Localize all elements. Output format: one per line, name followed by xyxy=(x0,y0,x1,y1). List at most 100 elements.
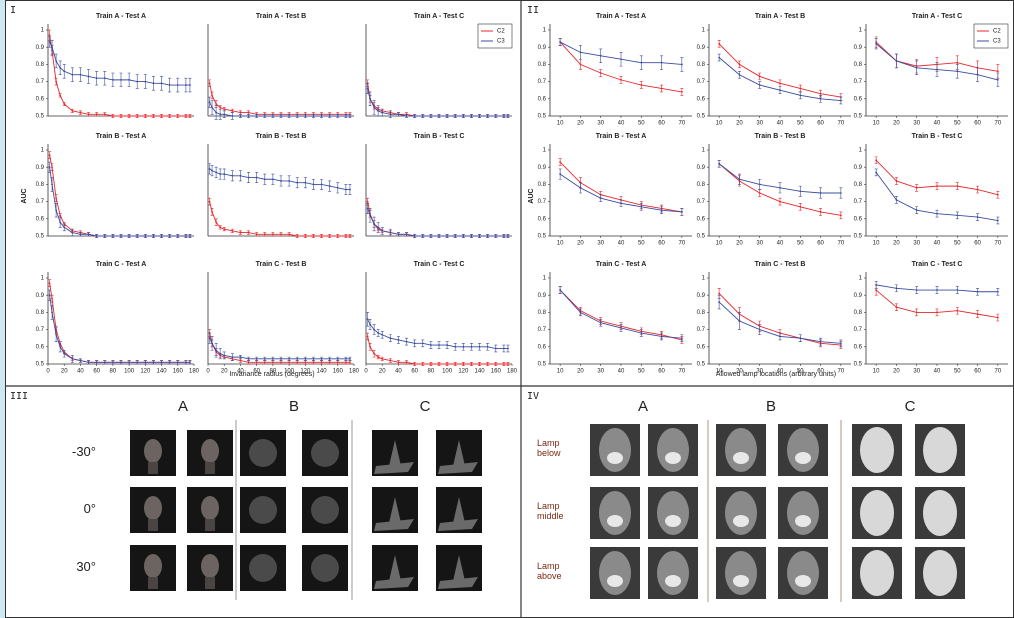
photo-subject xyxy=(438,497,478,531)
point xyxy=(280,115,282,117)
point xyxy=(312,357,315,360)
chart-title: Train A - Test B xyxy=(755,13,805,20)
point xyxy=(87,233,90,236)
side-stripe xyxy=(0,0,5,618)
point xyxy=(211,169,213,172)
point xyxy=(413,235,416,237)
y-tick-label: 0.8 xyxy=(538,182,547,188)
point xyxy=(462,363,465,365)
row-label: 30° xyxy=(76,559,96,574)
series-line xyxy=(49,41,190,86)
point xyxy=(839,342,842,345)
photo-subject xyxy=(311,496,339,524)
point xyxy=(956,309,959,312)
chart-title: Train C - Test C xyxy=(414,261,465,268)
photo-subject xyxy=(923,550,957,596)
point xyxy=(208,337,211,340)
photo-subject xyxy=(923,490,957,536)
x-tick-label: 0 xyxy=(206,369,210,375)
point xyxy=(215,111,218,114)
x-tick-label: 70 xyxy=(838,241,845,247)
x-tick-label: 50 xyxy=(797,241,804,247)
photo-subject xyxy=(733,515,749,527)
point xyxy=(936,68,938,71)
x-tick-label: 20 xyxy=(736,121,743,127)
point xyxy=(389,113,392,116)
x-tick-label: 0 xyxy=(364,369,368,375)
point xyxy=(494,363,497,365)
point xyxy=(87,361,90,364)
row-label: Lamp middle xyxy=(537,501,564,521)
point xyxy=(296,181,299,184)
point xyxy=(429,363,432,365)
point xyxy=(373,328,376,331)
point xyxy=(660,61,663,64)
point xyxy=(470,115,473,117)
y-tick-label: 1 xyxy=(41,276,45,282)
y-tick-label: 0.7 xyxy=(538,199,547,205)
point xyxy=(819,340,822,343)
x-tick-label: 180 xyxy=(507,369,518,375)
photo-subject xyxy=(860,427,894,473)
photo-subject xyxy=(860,490,894,536)
point xyxy=(397,339,400,341)
point xyxy=(239,174,242,177)
chart-title: Train A - Test A xyxy=(96,13,146,20)
point xyxy=(366,318,369,321)
point xyxy=(996,78,999,81)
x-tick-label: 50 xyxy=(954,241,961,247)
point xyxy=(494,115,497,117)
point xyxy=(320,115,323,117)
point xyxy=(660,87,663,90)
point xyxy=(168,115,171,117)
point xyxy=(48,166,51,169)
point xyxy=(328,185,331,188)
point xyxy=(231,115,234,117)
point xyxy=(738,73,741,76)
point xyxy=(344,188,347,191)
x-tick-label: 100 xyxy=(124,369,135,375)
x-tick-label: 60 xyxy=(974,121,981,127)
photo-subject xyxy=(725,428,757,472)
point xyxy=(839,99,842,102)
chart-title: Train C - Test A xyxy=(596,261,647,268)
chart-title: Train A - Test B xyxy=(256,13,306,20)
y-tick-label: 0.6 xyxy=(36,344,45,350)
x-tick-label: 60 xyxy=(658,121,665,127)
y-tick-label: 0.5 xyxy=(538,362,547,368)
point xyxy=(976,73,979,76)
x-tick-label: 20 xyxy=(893,121,900,127)
point xyxy=(494,235,497,237)
point xyxy=(63,70,66,73)
point xyxy=(446,363,449,365)
point xyxy=(215,103,218,105)
x-tick-label: 50 xyxy=(797,369,804,375)
point xyxy=(397,361,400,364)
x-tick-label: 120 xyxy=(140,369,151,375)
x-tick-label: 40 xyxy=(237,369,244,375)
x-tick-label: 20 xyxy=(577,121,584,127)
point xyxy=(120,235,122,237)
point xyxy=(280,357,282,360)
chart-title: Train B - Test B xyxy=(256,133,307,140)
photo-subject xyxy=(201,554,219,578)
y-tick-label: 1 xyxy=(543,276,547,282)
panel-label: II xyxy=(527,5,539,16)
point xyxy=(189,84,191,86)
photo-subject xyxy=(787,491,819,535)
point xyxy=(296,357,299,360)
point xyxy=(184,235,187,237)
point xyxy=(215,171,218,174)
point xyxy=(48,282,51,285)
point xyxy=(640,332,643,334)
x-tick-label: 10 xyxy=(716,241,723,247)
point xyxy=(915,209,918,212)
y-tick-label: 1 xyxy=(859,28,863,34)
point xyxy=(936,289,938,291)
point xyxy=(996,316,999,319)
point xyxy=(507,363,509,365)
point xyxy=(63,226,66,229)
y-tick-label: 0.9 xyxy=(36,165,45,171)
point xyxy=(559,41,562,43)
photo-subject xyxy=(205,577,215,589)
